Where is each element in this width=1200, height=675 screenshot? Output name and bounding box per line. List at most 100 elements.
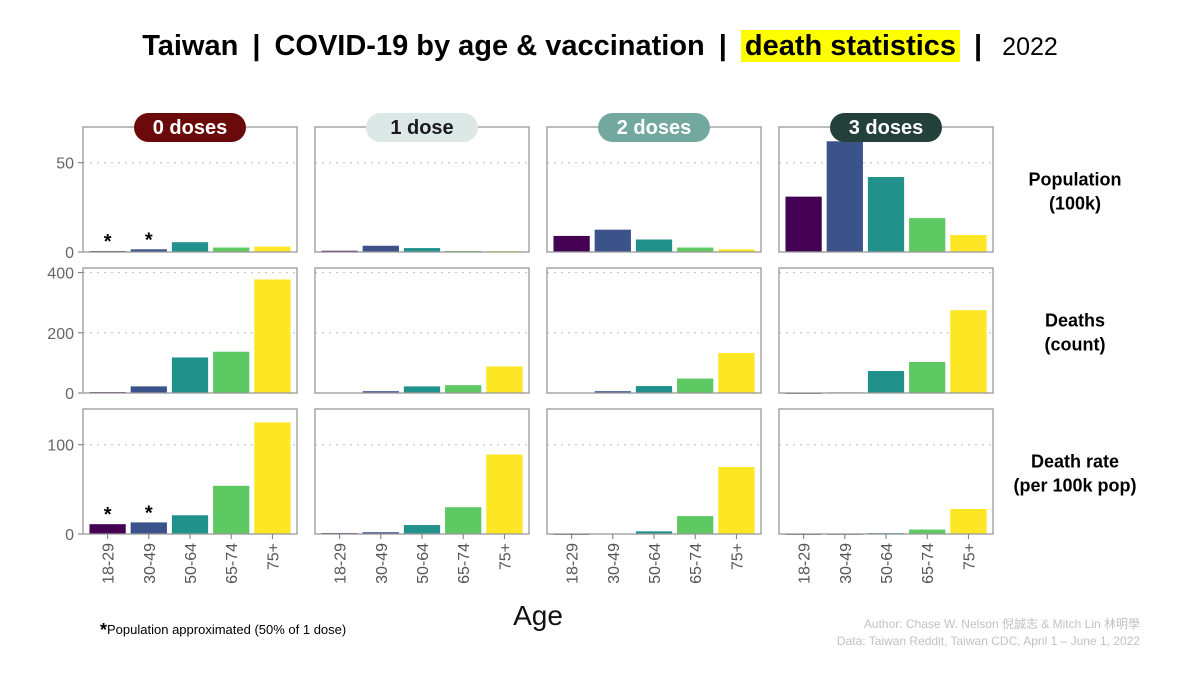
title-separator: | xyxy=(718,30,727,62)
row-label: Death rate (per 100k pop) xyxy=(1013,452,1136,496)
facet-strip xyxy=(134,113,246,142)
bar xyxy=(130,249,167,252)
bar xyxy=(362,532,399,534)
panel-background xyxy=(547,127,761,252)
facet-strip-label: 3 doses xyxy=(849,117,923,139)
bar xyxy=(950,235,987,252)
bar xyxy=(553,235,590,252)
annotation-marker: * xyxy=(145,229,153,251)
bar xyxy=(594,229,631,252)
bar xyxy=(171,242,209,252)
row-label: Deaths (count) xyxy=(1045,311,1106,355)
panel-background xyxy=(315,127,529,252)
row-label-line: (count) xyxy=(1045,335,1106,355)
facet-strip xyxy=(830,113,942,142)
title-highlight: death statistics xyxy=(740,30,961,62)
y-tick-label: 100 xyxy=(47,438,74,455)
facet-strip-label: 2 doses xyxy=(617,117,691,139)
bar xyxy=(130,522,167,534)
x-tick-label: 18-29 xyxy=(565,543,582,584)
x-tick-label: 18-29 xyxy=(797,543,814,584)
chart-title: Taiwan | COVID-19 by age & vaccination | dea… xyxy=(0,30,1200,63)
row-label: Population (100k) xyxy=(1029,170,1122,214)
bar xyxy=(909,218,946,252)
bar xyxy=(89,524,126,534)
bar xyxy=(486,366,523,393)
bar xyxy=(950,509,987,534)
bar xyxy=(677,516,714,534)
footnote-text: Population approximated (50% of 1 dose) xyxy=(107,622,347,637)
bar xyxy=(445,385,482,393)
x-tick-label: 75+ xyxy=(497,543,514,570)
bar xyxy=(677,247,714,252)
x-tick-label: 30-49 xyxy=(606,543,623,584)
x-tick-label: 65-74 xyxy=(456,543,473,584)
bar xyxy=(171,515,209,534)
y-tick-label: 0 xyxy=(65,527,74,544)
credits-data: Data: Taiwan Reddit, Taiwan CDC, April 1… xyxy=(836,634,1140,648)
annotation-marker: * xyxy=(145,502,153,524)
bar xyxy=(213,485,250,534)
bar xyxy=(950,310,987,393)
bar xyxy=(594,391,631,393)
row-label-line: (100k) xyxy=(1049,194,1101,214)
bar xyxy=(867,177,905,252)
bar xyxy=(677,378,714,393)
row-label-line: Death rate xyxy=(1031,452,1119,472)
bar xyxy=(403,248,441,252)
x-tick-label: 30-49 xyxy=(838,543,855,584)
y-tick-label: 0 xyxy=(65,245,74,262)
row-label-line: (per 100k pop) xyxy=(1013,476,1136,496)
x-tick-label: 30-49 xyxy=(142,543,159,584)
x-tick-label: 75+ xyxy=(961,543,978,570)
title-separator: | xyxy=(974,30,983,62)
x-tick-label: 65-74 xyxy=(688,543,705,584)
panel-border xyxy=(778,267,994,394)
footnote: *Population approximated (50% of 1 dose) xyxy=(100,620,346,641)
bar xyxy=(130,386,167,393)
annotation-marker: * xyxy=(104,231,112,253)
bar xyxy=(909,361,946,393)
title-separator: | xyxy=(252,30,261,62)
x-tick-label: 65-74 xyxy=(920,543,937,584)
footnote-marker: * xyxy=(100,620,108,640)
x-tick-label: 50-64 xyxy=(647,543,664,584)
facet-strip-label: 1 dose xyxy=(390,117,453,139)
x-tick-label: 18-29 xyxy=(333,543,350,584)
bar xyxy=(867,371,905,393)
title-main: COVID-19 by age & vaccination xyxy=(274,30,705,62)
x-tick-label: 30-49 xyxy=(374,543,391,584)
credits: Author: Chase W. Nelson 倪誠志 & Mitch Lin … xyxy=(837,616,1140,650)
bar xyxy=(718,249,755,252)
panel-border xyxy=(82,267,298,394)
credits-author: Author: Chase W. Nelson 倪誠志 & Mitch Lin … xyxy=(863,617,1140,631)
panel-background xyxy=(83,127,297,252)
title-year: 2022 xyxy=(1002,33,1058,61)
facet-strip xyxy=(366,113,478,142)
y-tick-label: 50 xyxy=(56,156,74,173)
x-tick-label: 50-64 xyxy=(183,543,200,584)
x-tick-label: 75+ xyxy=(265,543,282,570)
bar xyxy=(213,247,250,252)
title-prefix: Taiwan xyxy=(142,30,239,62)
bar xyxy=(909,529,946,534)
panel-border xyxy=(314,267,530,394)
bar xyxy=(213,351,250,393)
y-tick-label: 400 xyxy=(47,266,74,283)
facet-strip-label: 0 doses xyxy=(153,117,227,139)
row-label-line: Population xyxy=(1029,170,1122,190)
bar xyxy=(254,422,291,534)
bar xyxy=(826,141,863,252)
bar xyxy=(403,525,441,534)
bar xyxy=(486,454,523,534)
x-tick-label: 50-64 xyxy=(415,543,432,584)
x-tick-label: 65-74 xyxy=(224,543,241,584)
bar xyxy=(362,391,399,393)
x-axis-title: Age xyxy=(513,600,563,631)
x-tick-label: 50-64 xyxy=(879,543,896,584)
x-tick-label: 75+ xyxy=(729,543,746,570)
bar xyxy=(254,279,291,393)
facet-strip xyxy=(598,113,710,142)
bar xyxy=(635,531,673,534)
